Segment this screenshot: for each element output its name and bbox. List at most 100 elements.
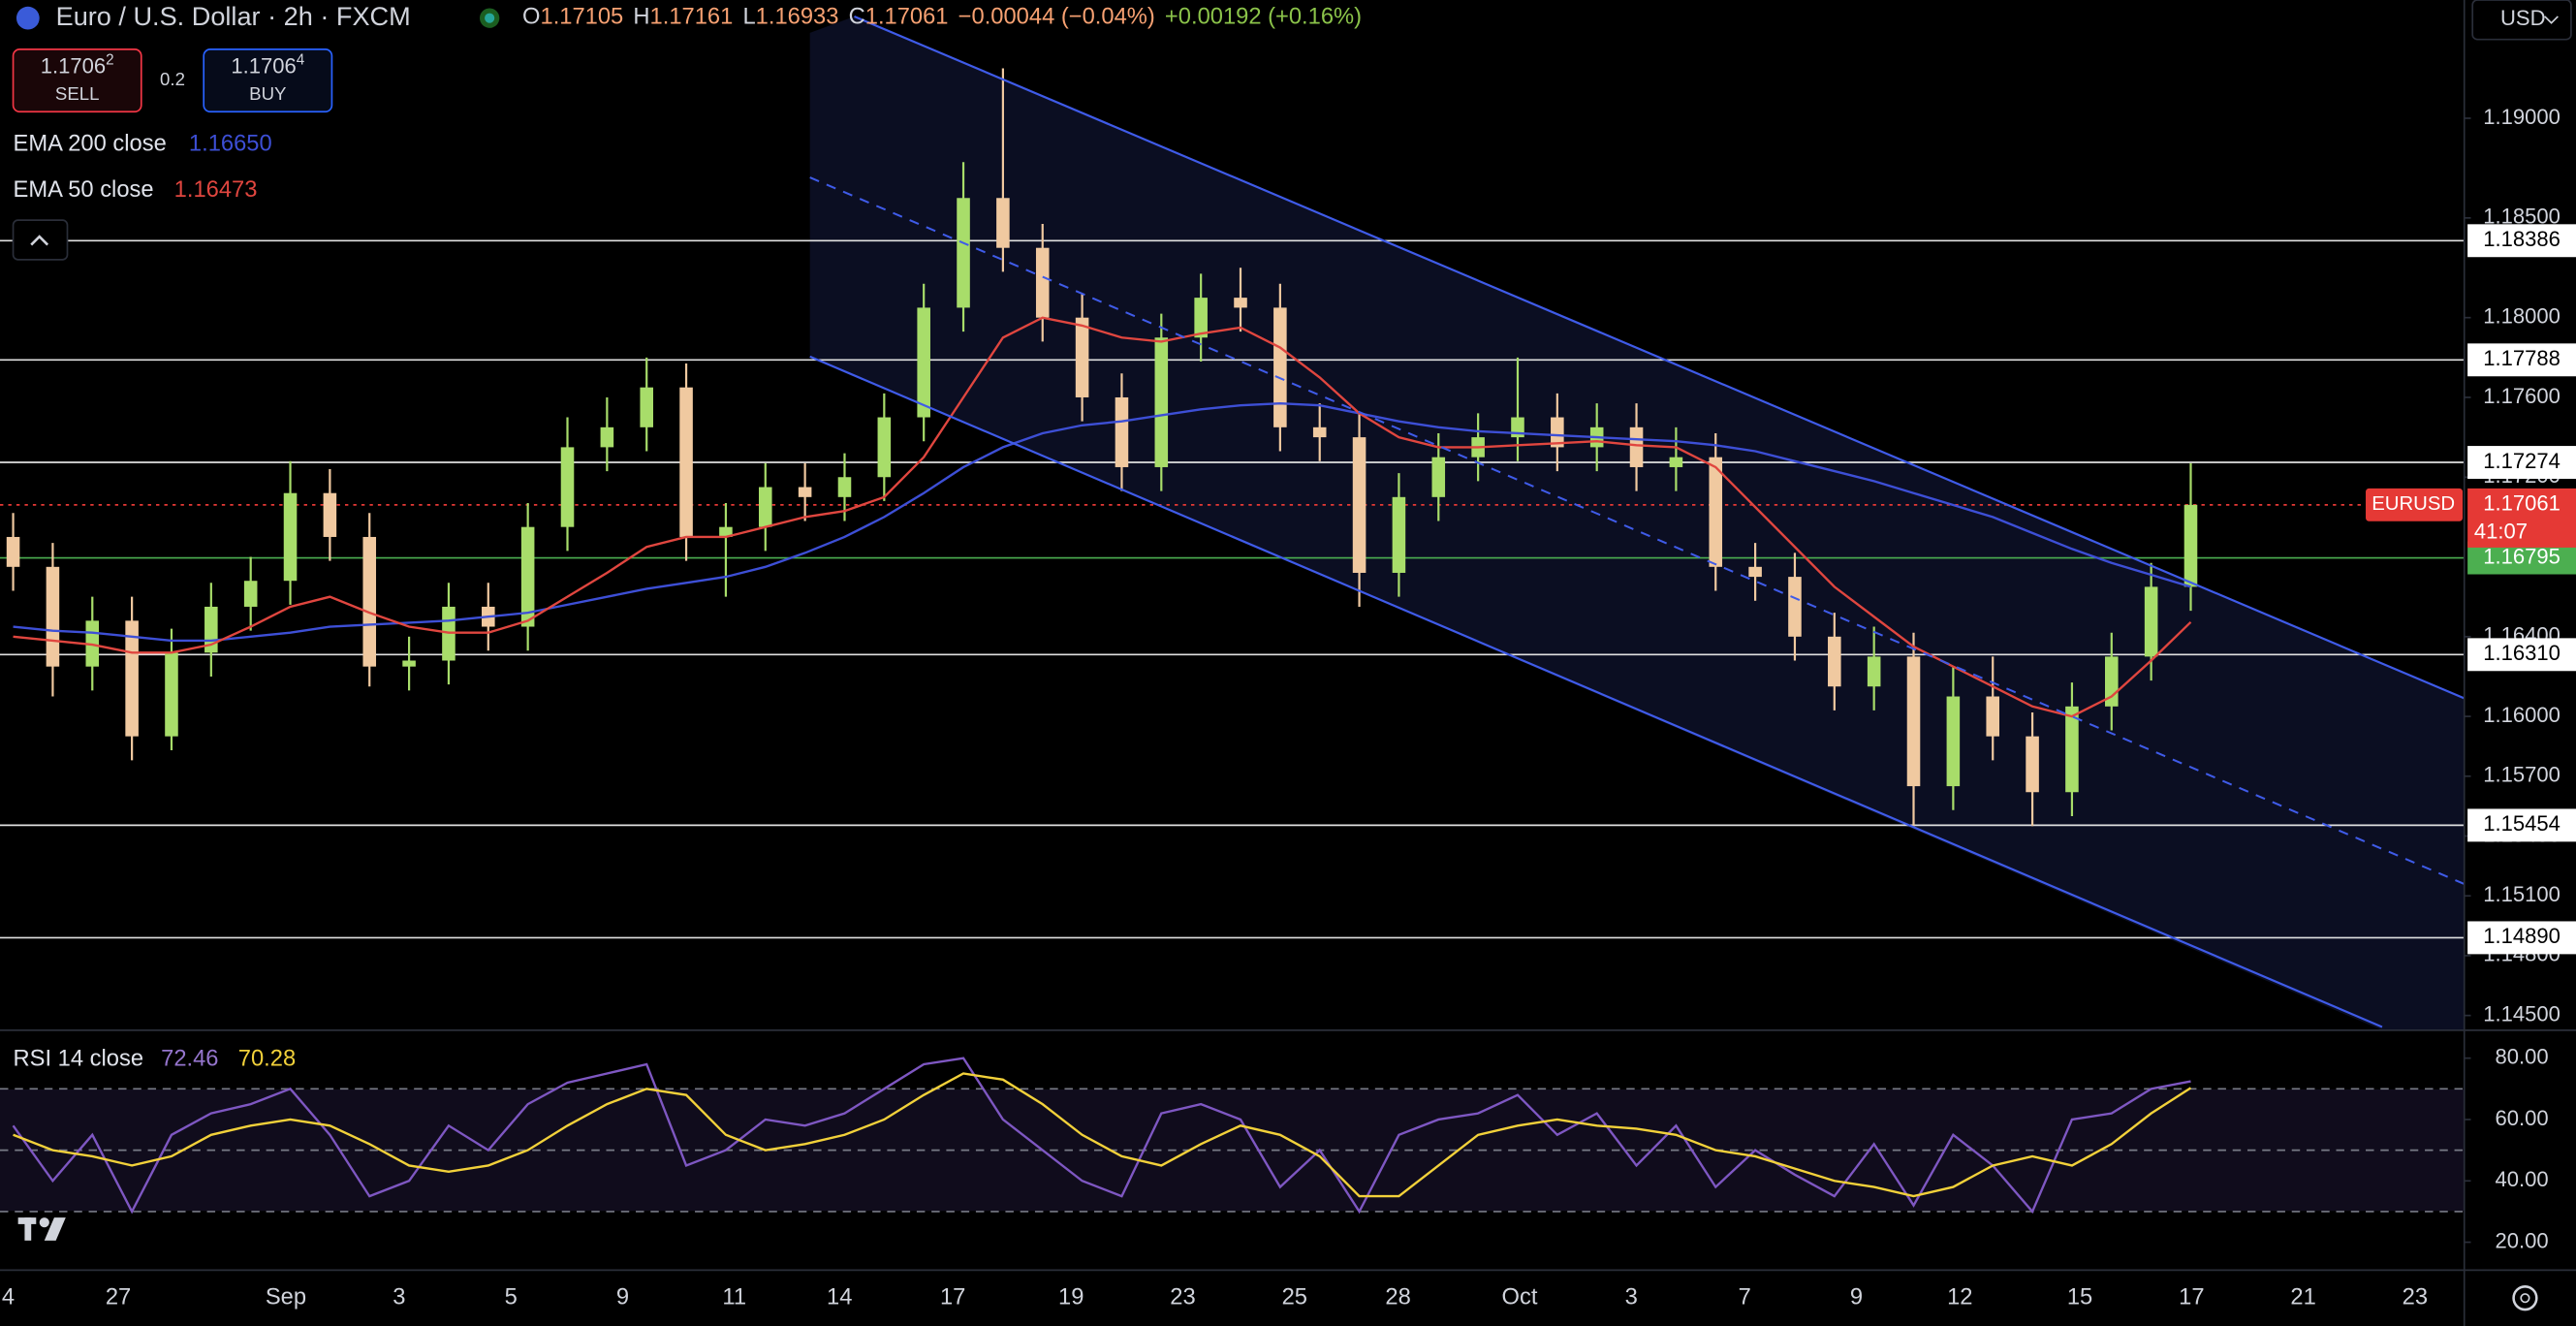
last-price-tag [2467,488,2576,548]
currency-box[interactable] [2471,0,2572,41]
x-tick-label: 5 [505,1284,518,1310]
candle-body [1709,457,1723,567]
y-tick-label: 1.14500 [2483,1001,2560,1026]
candle-body [1154,337,1169,467]
ohlc-value: 1.17161 [650,5,734,30]
candle-body [1669,457,1683,467]
legend-name: EMA 200 close [14,131,167,156]
sell-label[interactable]: SELL [55,83,100,104]
sell-price-main[interactable]: 1.1706 [41,53,106,78]
countdown: 41:07 [2474,519,2528,543]
x-tick-label: 4 [2,1284,15,1310]
candle-body [1788,577,1802,637]
rsi-tick-label: 20.00 [2496,1228,2549,1252]
candle-body [679,387,693,537]
level-label: 1.18386 [2483,227,2560,251]
sell-box[interactable] [12,48,142,113]
candle-body [1946,696,1961,787]
channel-fill [809,16,2465,1030]
plot [6,68,2198,1215]
candle-body [2026,736,2039,793]
candle-body [2065,706,2079,793]
level-label: 1.17788 [2483,346,2560,370]
candle-body [1312,426,1327,438]
rsi-legend-name: RSI 14 close [14,1047,143,1072]
candle-body [1035,247,1050,318]
y-tick-label: 1.19000 [2483,105,2560,129]
ohlc-key: H [633,5,649,30]
candle-body [283,492,298,582]
x-tick-label: Sep [266,1284,306,1310]
candle-body [243,581,258,607]
candle-body [917,307,930,418]
candle-body [1431,457,1446,497]
buy-box[interactable] [203,48,333,113]
symbol-title: Euro / U.S. Dollar · 2h · FXCM [56,1,411,31]
logo [17,1217,66,1241]
collapse-box[interactable] [12,219,69,261]
ohlc-line: O1.17105 H1.17161 L1.16933 C1.17061 −0.00044… [522,5,1362,30]
buy-price[interactable]: 1.17064 [231,52,304,79]
level-label: 1.16310 [2483,641,2560,665]
ohlc-value: 1.17061 [865,5,949,30]
candle-body [1273,307,1287,427]
candle-body [1986,696,2000,737]
y-tick-label: 1.15100 [2483,882,2560,906]
buy-price-main[interactable]: 1.1706 [231,53,296,78]
ohlc-value: 1.16933 [756,5,839,30]
candle-body [798,487,812,497]
x-tick-label: 17 [2179,1284,2204,1310]
candle-body [125,620,139,737]
legend-value: 1.16473 [174,177,258,203]
settings-icon[interactable] [2512,1285,2538,1311]
symbol-tag-label: EURUSD [2372,493,2455,515]
ema-line [13,316,2192,718]
x-tick-label: 25 [1282,1284,1307,1310]
candle-body [6,536,20,567]
collapse-icon[interactable] [30,235,49,246]
ohlc-key: O [522,5,540,30]
currency[interactable]: USD [2500,6,2545,30]
candle-body [837,477,852,497]
rsi-line [13,1072,2192,1198]
x-tick-label: 17 [940,1284,965,1310]
buy-label[interactable]: BUY [249,83,287,104]
collapse-button[interactable] [12,219,69,261]
y-tick-label: 1.15700 [2483,763,2560,787]
candle-body [520,526,535,627]
sell-price[interactable]: 1.17062 [41,52,114,79]
currency-button[interactable]: USD [2471,0,2572,41]
x-tick-label: 15 [2067,1284,2092,1310]
level-tag [2467,921,2576,955]
rsi-legend-value: 70.28 [238,1047,296,1072]
change-extra: +0.00192 (+0.16%) [1165,5,1362,30]
x-tick-label: 9 [616,1284,629,1310]
legend-name: EMA 50 close [14,177,154,203]
candle-body [719,526,733,537]
level-tag [2467,638,2576,672]
x-tick-label: 27 [106,1284,131,1310]
buy-price-pip[interactable]: 4 [297,52,305,69]
ohlc-key: C [849,5,865,30]
level-tag [2467,446,2576,479]
level-tag [2467,808,2576,842]
y-tick-label: 1.18000 [2483,304,2560,329]
candle-body [1115,396,1129,467]
change: −0.00044 (−0.04%) [958,5,1155,30]
buy-button[interactable]: 1.17064 BUY [203,48,333,113]
sell-button[interactable]: 1.17062 SELL [12,48,142,113]
settings-button[interactable] [2512,1285,2538,1311]
x-tick-label: 12 [1947,1284,1972,1310]
x-tick-label: 7 [1739,1284,1751,1310]
legend: EMA 200 close 1.16650 EMA 50 close 1.16473 R… [14,131,297,1071]
candle-body [1075,317,1089,397]
candle-body [996,198,1010,248]
currency-caret[interactable] [2544,16,2559,24]
candle-body [2183,504,2198,587]
level-label: 1.17274 [2483,449,2560,473]
sell-price-pip[interactable]: 2 [106,52,113,69]
x-tick-label: 23 [2403,1284,2428,1310]
settings-icon-center[interactable] [2520,1293,2530,1304]
